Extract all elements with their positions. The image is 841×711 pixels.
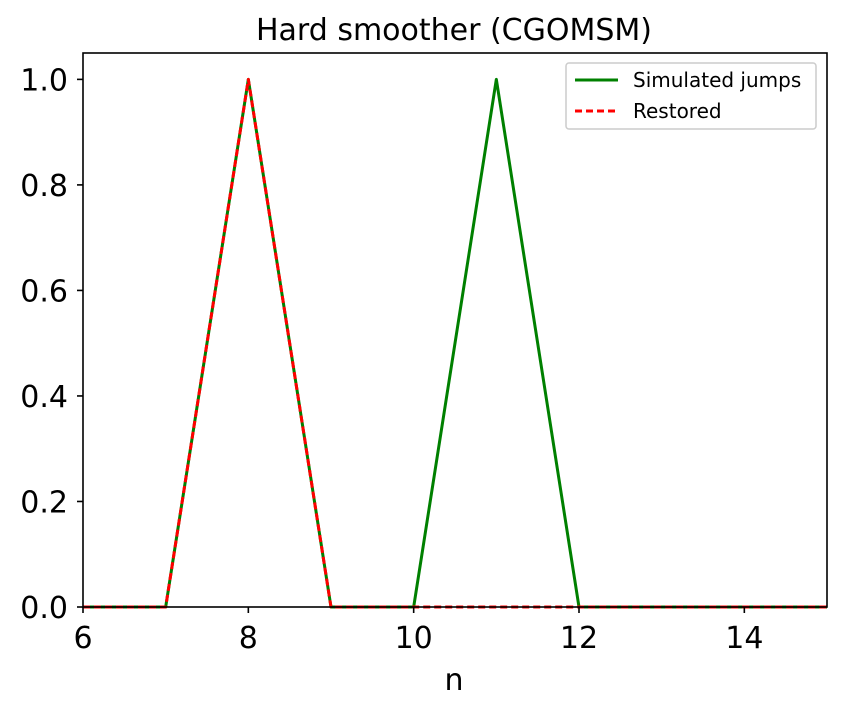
y-tick-label-2: 0.4: [20, 380, 68, 415]
x-tick-label-0: 6: [73, 621, 92, 656]
plot-frame: [82, 52, 828, 608]
x-tick-label-2: 10: [395, 621, 433, 656]
y-tick-label-5: 1.0: [20, 63, 68, 98]
legend-label-0: Simulated jumps: [633, 68, 801, 92]
x-tick-label-3: 12: [560, 621, 598, 656]
x-axis-label: n: [444, 663, 463, 698]
x-axis: 6 8 10 12 14: [73, 607, 763, 656]
chart-title: Hard smoother (CGOMSM): [256, 13, 652, 48]
y-tick-label-3: 0.6: [20, 274, 68, 309]
legend: Simulated jumps Restored: [565, 62, 817, 130]
y-axis: 0.0 0.2 0.4 0.6 0.8 1.0: [20, 63, 83, 626]
y-tick-label-1: 0.2: [20, 485, 68, 520]
x-tick-label-4: 14: [725, 621, 763, 656]
y-tick-label-0: 0.0: [20, 591, 68, 626]
plot-area: [82, 52, 828, 609]
x-tick-label-1: 8: [239, 621, 258, 656]
y-tick-label-4: 0.8: [20, 169, 68, 204]
legend-box: [565, 62, 817, 130]
legend-label-1: Restored: [633, 99, 722, 123]
